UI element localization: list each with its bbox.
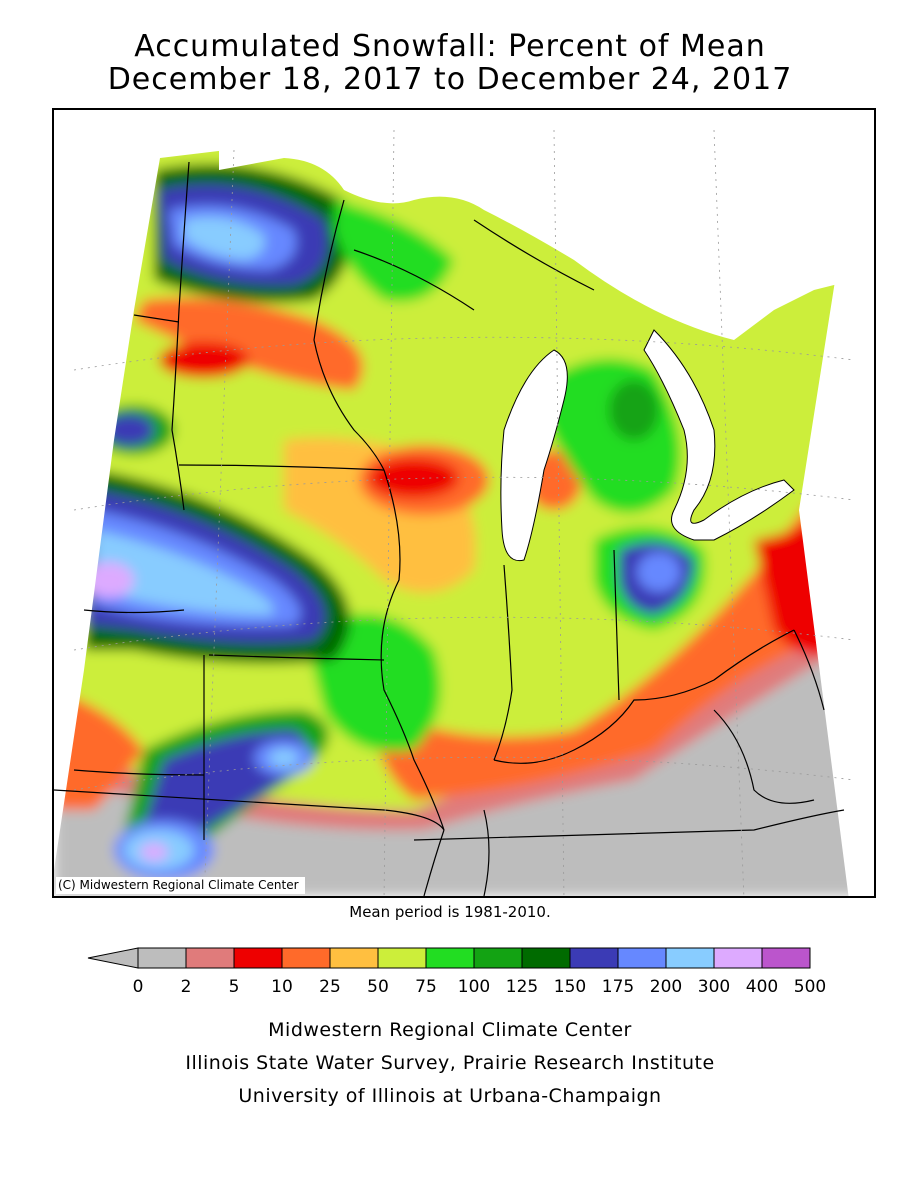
color-legend: 0 2 5 10 25 50 75 100 125 150 175 200 300 400 500	[86, 944, 826, 1004]
legend-label: 500	[794, 977, 826, 997]
legend-label: 2	[181, 977, 192, 997]
legend-label: 300	[698, 977, 730, 997]
legend-bar: 0 2 5 10 25 50 75 100 125 150 175 200 300 400 500	[87, 947, 826, 997]
legend-label: 25	[319, 977, 341, 997]
map-canvas	[54, 110, 855, 896]
map-title: Accumulated Snowfall: Percent of Mean	[134, 29, 766, 64]
legend-label: 200	[650, 977, 682, 997]
legend-swatch	[473, 947, 523, 969]
legend-swatch	[665, 947, 715, 969]
snowfall-map: (C) Midwestern Regional Climate Center	[52, 108, 876, 898]
legend-swatch	[233, 947, 283, 969]
state-borders	[54, 161, 845, 896]
mean-period-note: Mean period is 1981-2010.	[349, 903, 551, 921]
legend-label: 400	[746, 977, 778, 997]
legend-label: 175	[602, 977, 634, 997]
legend-swatch	[521, 947, 571, 969]
legend-swatch	[713, 947, 763, 969]
legend-label: 150	[554, 977, 586, 997]
legend-label: 10	[271, 977, 293, 997]
legend-label: 50	[367, 977, 389, 997]
legend-swatch	[425, 947, 475, 969]
legend-swatch	[617, 947, 667, 969]
legend-swatch	[377, 947, 427, 969]
copyright-notice: (C) Midwestern Regional Climate Center	[56, 877, 305, 894]
legend-swatch	[329, 947, 379, 969]
credit-line-2: Illinois State Water Survey, Prairie Res…	[185, 1052, 715, 1074]
legend-swatch	[761, 947, 811, 969]
legend-swatch	[281, 947, 331, 969]
credit-line-3: University of Illinois at Urbana-Champai…	[238, 1085, 662, 1107]
great-lakes	[219, 110, 854, 562]
legend-swatch	[137, 947, 187, 969]
legend-label: 5	[229, 977, 240, 997]
legend-swatch	[569, 947, 619, 969]
legend-label: 125	[506, 977, 538, 997]
legend-label: 0	[133, 977, 144, 997]
credit-line-1: Midwestern Regional Climate Center	[268, 1019, 632, 1041]
legend-arrow	[87, 947, 139, 969]
graticule	[73, 129, 855, 896]
legend-label: 100	[458, 977, 490, 997]
legend-label: 75	[415, 977, 437, 997]
map-date-range: December 18, 2017 to December 24, 2017	[107, 62, 793, 97]
legend-swatch	[185, 947, 235, 969]
